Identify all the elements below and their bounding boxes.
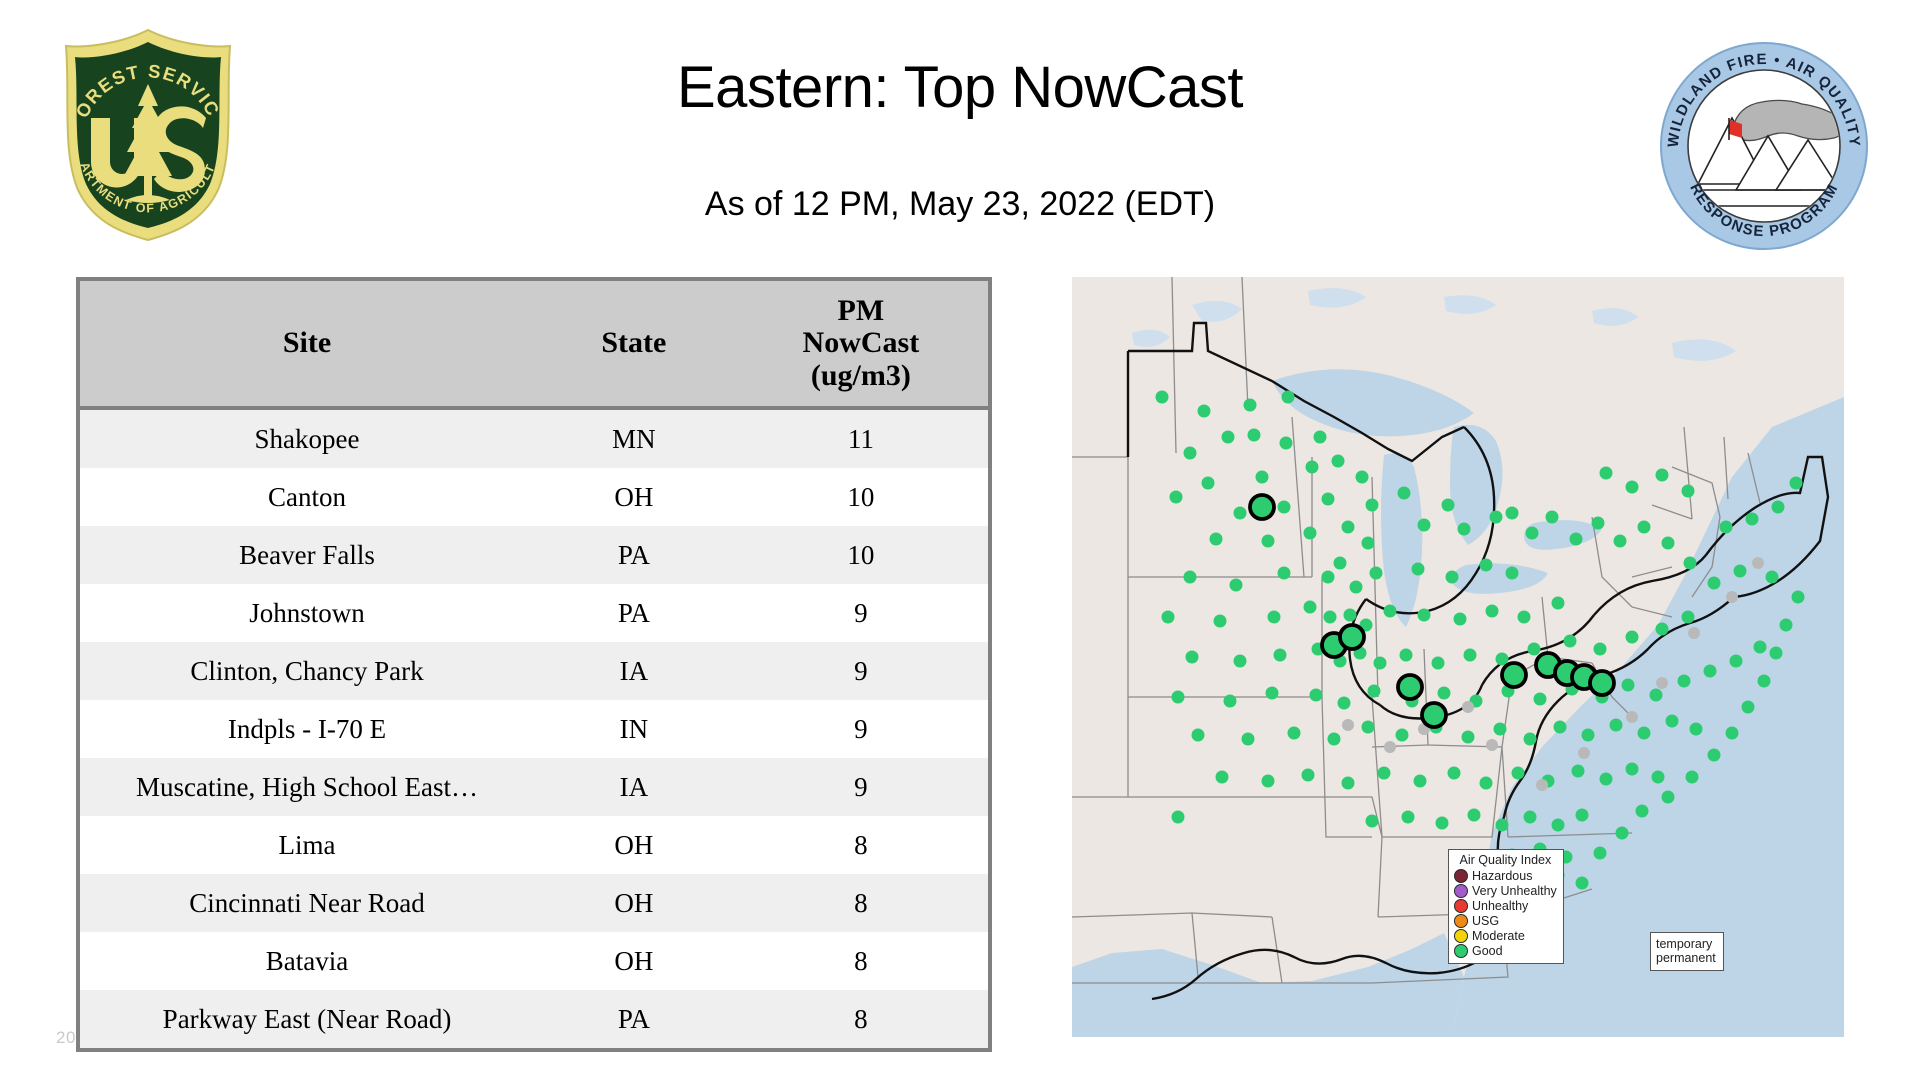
aqi-legend: Air Quality Index Hazardous Very Unhealth… [1448, 849, 1564, 964]
site-cell: Muscatine, High School East… [136, 771, 478, 802]
table-row: Clinton, Chancy Park IA 9 [80, 642, 988, 701]
aqi-legend-item: USG [1454, 914, 1557, 928]
table-row: Indpls - I-70 E IN 9 [80, 700, 988, 759]
state-cell: IA [619, 655, 649, 686]
air-quality-map[interactable]: Air Quality Index Hazardous Very Unhealth… [1072, 277, 1844, 1037]
table-row: Lima OH 8 [80, 816, 988, 875]
table-row: Beaver Falls PA 10 [80, 526, 988, 585]
site-cell: Clinton, Chancy Park [190, 655, 424, 686]
table-header-row: Site State PM NowCast (ug/m3) [80, 281, 988, 411]
pm-nowcast-cell: 11 [847, 423, 874, 454]
page-subtitle: As of 12 PM, May 23, 2022 (EDT) [704, 185, 1216, 223]
table-row: Cincinnati Near Road OH 8 [80, 874, 988, 933]
table-body: Shakopee MN 11 Canton OH 10 Beaver Falls PA 10 Jo… [80, 408, 988, 1049]
state-cell: OH [614, 945, 654, 976]
pm-nowcast-cell: 8 [854, 887, 868, 918]
aqi-legend-item: Good [1454, 944, 1557, 958]
pm-nowcast-cell: 8 [854, 945, 868, 976]
site-cell: Cincinnati Near Road [189, 887, 425, 918]
aqi-legend-label: USG [1472, 913, 1500, 928]
aqi-legend-label: Moderate [1472, 928, 1525, 943]
legend-temporary-row: temporary [1656, 938, 1716, 951]
aqi-swatch-icon [1454, 944, 1468, 958]
pm-nowcast-cell: 10 [847, 539, 875, 570]
table-row: Muscatine, High School East… IA 9 [80, 758, 988, 817]
table-row: Batavia OH 8 [80, 932, 988, 991]
top-site-markers [1248, 493, 1616, 729]
aqi-swatch-icon [1454, 899, 1468, 913]
monitor-dots-inactive [1342, 557, 1764, 791]
column-header-site: Site [80, 281, 534, 411]
aqi-swatch-icon [1454, 884, 1468, 898]
state-cell: OH [614, 887, 654, 918]
aqi-legend-label: Good [1472, 943, 1503, 958]
pm-nowcast-cell: 10 [847, 481, 875, 512]
state-cell: PA [617, 1003, 650, 1034]
aqi-legend-item: Unhealthy [1454, 899, 1557, 913]
site-cell: Shakopee [254, 423, 360, 454]
pm-nowcast-line-2: NowCast [802, 326, 920, 360]
top-nowcast-table: Site State PM NowCast (ug/m3) Shakopee MN… [76, 277, 992, 1053]
pm-nowcast-line-1: PM [837, 294, 885, 327]
legend-temporary-label: temporary [1656, 937, 1713, 951]
aqi-legend-title: Air Quality Index [1459, 853, 1552, 867]
aqi-legend-label: Very Unhealthy [1472, 883, 1557, 898]
triangle-icon [1651, 933, 1844, 1037]
page-title: Eastern: Top NowCast [677, 55, 1243, 120]
site-cell: Indpls - I-70 E [227, 713, 387, 744]
state-cell: PA [617, 597, 650, 628]
aqi-legend-item: Hazardous [1454, 869, 1557, 883]
column-header-pm-nowcast: PM NowCast (ug/m3) [733, 281, 988, 411]
map-national-borders [1126, 321, 1830, 1001]
aqi-legend-rows: Hazardous Very Unhealthy Unhealthy USG Moder… [1454, 869, 1557, 958]
pm-nowcast-cell: 9 [854, 771, 868, 802]
pm-nowcast-cell: 9 [854, 655, 868, 686]
state-cell: MN [612, 423, 656, 454]
symbol-legend: temporary permanent [1650, 932, 1724, 971]
state-cell: OH [614, 829, 654, 860]
map-state-lines [1072, 277, 1761, 984]
aqi-legend-item: Moderate [1454, 929, 1557, 943]
column-header-state: State [534, 281, 734, 411]
state-cell: IN [619, 713, 649, 744]
pm-nowcast-cell: 9 [854, 713, 868, 744]
site-cell: Johnstown [249, 597, 365, 628]
site-cell: Beaver Falls [239, 539, 375, 570]
table-row: Canton OH 10 [80, 468, 988, 527]
aqi-swatch-icon [1454, 914, 1468, 928]
site-cell: Canton [268, 481, 346, 512]
site-cell: Parkway East (Near Road) [162, 1003, 452, 1034]
pm-nowcast-line-3: (ug/m3) [810, 358, 911, 392]
site-cell: Batavia [265, 945, 349, 976]
state-cell: OH [614, 481, 654, 512]
pm-nowcast-cell: 9 [854, 597, 868, 628]
aqi-swatch-icon [1454, 869, 1468, 883]
table-row: Parkway East (Near Road) PA 8 [80, 990, 988, 1049]
aqi-legend-item: Very Unhealthy [1454, 884, 1557, 898]
table-row: Johnstown PA 9 [80, 584, 988, 643]
state-cell: IA [619, 771, 649, 802]
aqi-swatch-icon [1454, 929, 1468, 943]
legend-permanent-label: permanent [1656, 950, 1716, 965]
pm-nowcast-cell: 8 [854, 1003, 868, 1034]
legend-permanent-row: permanent [1656, 950, 1716, 965]
site-cell: Lima [278, 829, 336, 860]
aqi-legend-label: Hazardous [1472, 868, 1533, 883]
forest-service-logo: FOREST SERVICE DEPARTMENT OF AGRICULTURE [48, 24, 248, 246]
aqi-legend-label: Unhealthy [1472, 898, 1529, 913]
table-row: Shakopee MN 11 [80, 408, 988, 469]
pm-nowcast-cell: 8 [854, 829, 868, 860]
state-cell: PA [617, 539, 650, 570]
wildland-fire-air-quality-logo: WILDLAND FIRE • AIR QUALITY RESPONSE PRO… [1658, 40, 1870, 252]
